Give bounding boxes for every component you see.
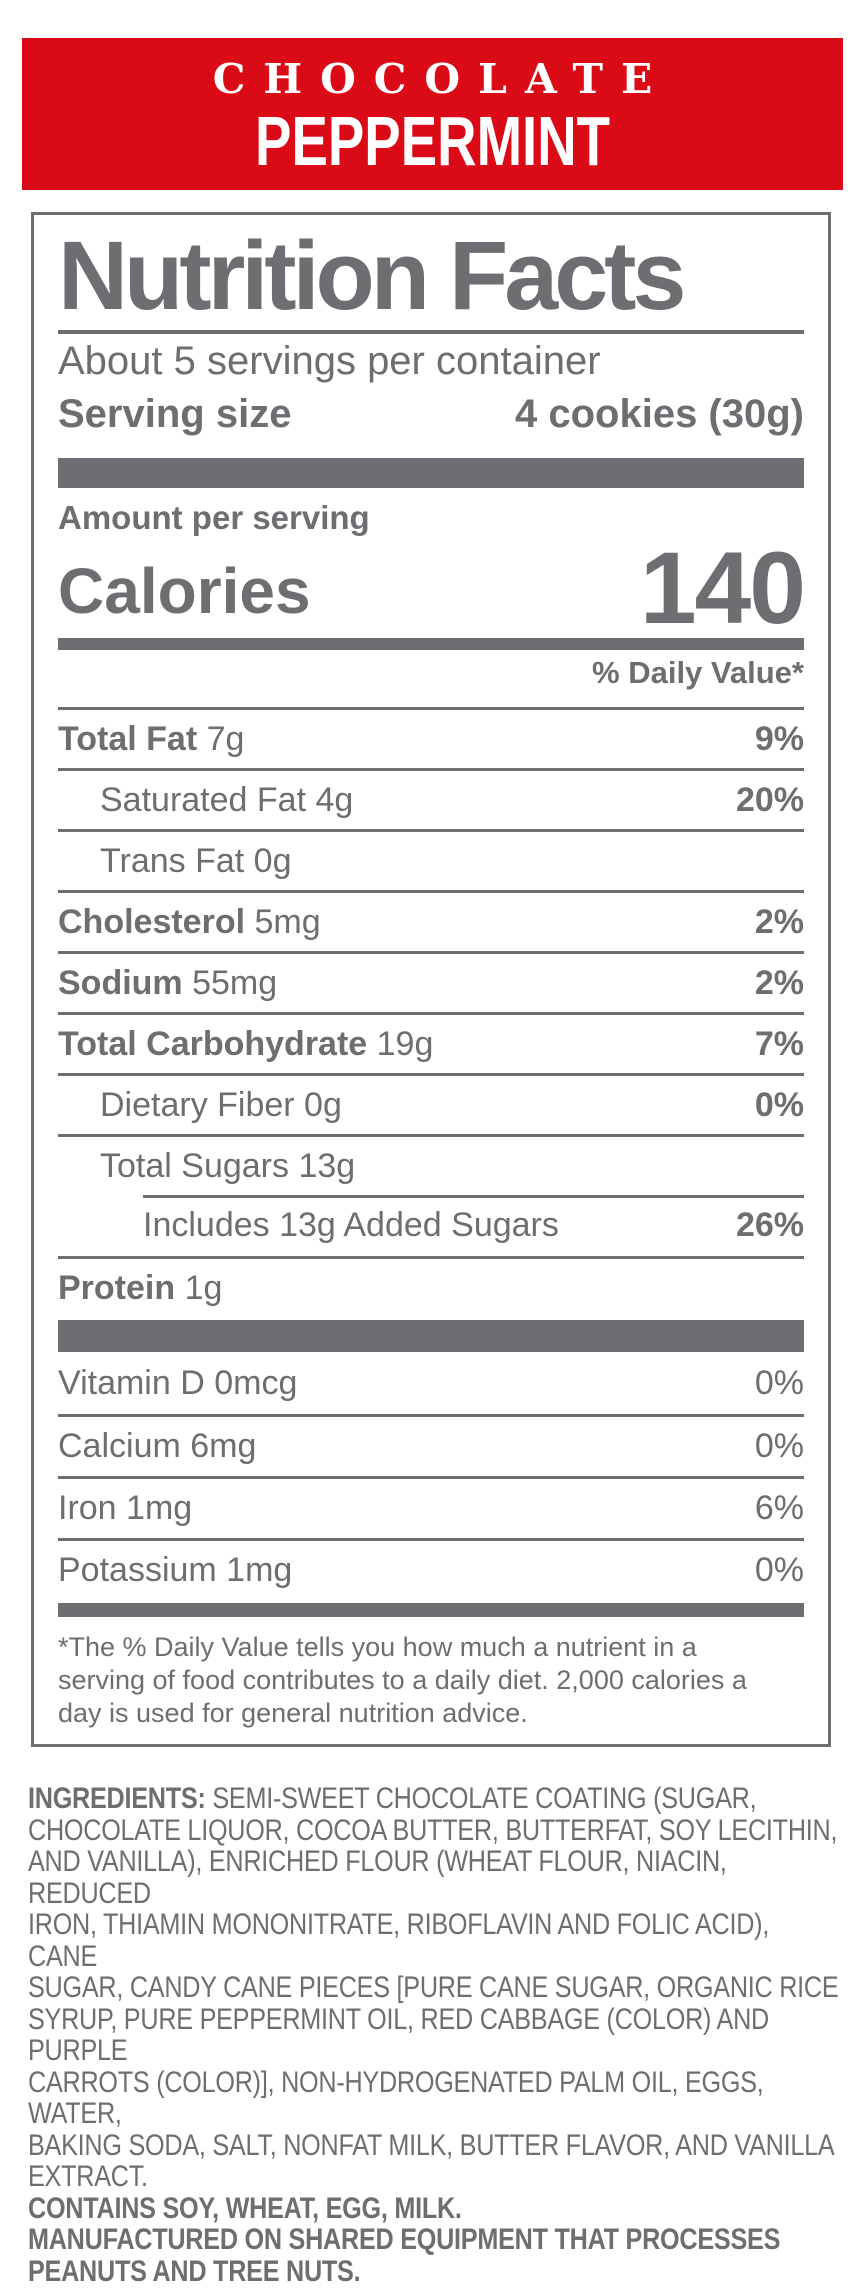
serving-size-label: Serving size bbox=[58, 392, 292, 436]
ingredients-line: CHOCOLATE LIQUOR, COCOA BUTTER, BUTTERFA… bbox=[28, 1813, 838, 1847]
ingredients-line: CARROTS (COLOR)], NON-HYDROGENATED PALM … bbox=[28, 2065, 764, 2130]
daily-value-percent: 0% bbox=[754, 1551, 804, 1589]
serving-size-value: 4 cookies (30g) bbox=[514, 392, 804, 436]
nutrient-name: Sodium 55mg bbox=[58, 963, 278, 1002]
daily-value-footnote: *The % Daily Value tells you how much a … bbox=[58, 1631, 804, 1730]
daily-value-percent: 9% bbox=[754, 719, 804, 758]
nutrient-row: Total Carbohydrate 19g 7% bbox=[58, 1012, 804, 1073]
daily-value-percent: 0% bbox=[754, 1427, 804, 1465]
daily-value-percent: 2% bbox=[754, 902, 804, 941]
calories-value: 140 bbox=[639, 531, 806, 645]
amount-per-serving-label: Amount per serving bbox=[58, 499, 370, 536]
divider-bar-thick bbox=[58, 1320, 804, 1352]
nutrient-name: Vitamin D 0mcg bbox=[58, 1363, 298, 1402]
divider-bar-thick bbox=[58, 458, 804, 488]
ingredients-line: IRON, THIAMIN MONONITRATE, RIBOFLAVIN AN… bbox=[28, 1908, 770, 1973]
divider-bar-medium bbox=[58, 1603, 804, 1617]
footnote-line: serving of food contributes to a daily d… bbox=[58, 1665, 747, 1695]
nutrient-row: Total Sugars 13g bbox=[58, 1134, 804, 1195]
nutrient-name: Saturated Fat 4g bbox=[100, 780, 354, 819]
daily-value-header: % Daily Value* bbox=[592, 655, 804, 690]
nutrient-name: Total Sugars 13g bbox=[100, 1146, 356, 1185]
ingredients-line: INGREDIENTS: SEMI-SWEET CHOCOLATE COATIN… bbox=[28, 1782, 757, 1815]
daily-value-percent: 20% bbox=[735, 780, 804, 819]
micronutrient-rows: Vitamin D 0mcg 0% Calcium 6mg 0% Iron 1mg 6% P… bbox=[58, 1352, 804, 1600]
nutrient-row: Includes 13g Added Sugars 26% bbox=[58, 1195, 804, 1256]
nutrient-name: Includes 13g Added Sugars bbox=[143, 1206, 559, 1244]
daily-value-percent: 0% bbox=[754, 1085, 804, 1124]
nutrient-name: Trans Fat 0g bbox=[100, 841, 292, 880]
nutrient-name: Total Carbohydrate 19g bbox=[58, 1024, 434, 1063]
allergen-line: CONTAINS SOY, WHEAT, EGG, MILK. bbox=[28, 2191, 462, 2225]
ingredients-line: AND VANILLA), ENRICHED FLOUR (WHEAT FLOU… bbox=[28, 1845, 727, 1910]
nutrition-label-page: { "banner": { "line1": "CHOCOLATE", "lin… bbox=[22, 38, 843, 2287]
flavor-name-line2: PEPPERMINT bbox=[255, 102, 610, 180]
ingredients-text: INGREDIENTS: SEMI-SWEET CHOCOLATE COATIN… bbox=[28, 1783, 840, 2287]
servings-per-container: About 5 servings per container bbox=[58, 339, 601, 383]
nutrient-name: Potassium 1mg bbox=[58, 1551, 293, 1589]
title-divider bbox=[58, 330, 804, 334]
daily-value-percent: 6% bbox=[754, 1489, 804, 1527]
allergen-line: MANUFACTURED ON SHARED EQUIPMENT THAT PR… bbox=[28, 2223, 781, 2256]
calories-label: Calories bbox=[58, 555, 311, 627]
ingredients-line: BAKING SODA, SALT, NONFAT MILK, BUTTER F… bbox=[28, 2128, 835, 2162]
nutrient-name: Total Fat 7g bbox=[58, 719, 245, 758]
nutrient-row: Saturated Fat 4g 20% bbox=[58, 768, 804, 829]
ingredients-line: EXTRACT. bbox=[28, 2160, 148, 2193]
nutrition-facts-panel: Nutrition Facts About 5 servings per con… bbox=[31, 212, 831, 1747]
footnote-line: day is used for general nutrition advice… bbox=[58, 1698, 528, 1728]
nutrient-row: Sodium 55mg 2% bbox=[58, 951, 804, 1012]
nutrient-row: Trans Fat 0g bbox=[58, 829, 804, 890]
daily-value-percent: 0% bbox=[754, 1363, 804, 1402]
nutrient-row: Potassium 1mg 0% bbox=[58, 1538, 804, 1600]
flavor-name-line1: CHOCOLATE bbox=[212, 55, 671, 103]
daily-value-percent: 7% bbox=[754, 1024, 804, 1063]
divider-bar-medium bbox=[58, 638, 804, 650]
nutrition-facts-title: Nutrition Facts bbox=[58, 221, 686, 330]
nutrient-name: Dietary Fiber 0g bbox=[100, 1085, 342, 1124]
nutrient-rows: Total Fat 7g 9% Saturated Fat 4g 20% Trans F… bbox=[58, 707, 804, 1317]
nutrient-row: Dietary Fiber 0g 0% bbox=[58, 1073, 804, 1134]
ingredients-section: INGREDIENTS: SEMI-SWEET CHOCOLATE COATIN… bbox=[28, 1783, 840, 2287]
nutrient-row: Cholesterol 5mg 2% bbox=[58, 890, 804, 951]
ingredients-line: SUGAR, CANDY CANE PIECES [PURE CANE SUGA… bbox=[28, 1971, 839, 2004]
flavor-banner: CHOCOLATE PEPPERMINT bbox=[22, 38, 843, 190]
daily-value-percent: 2% bbox=[754, 963, 804, 1002]
nutrient-row: Calcium 6mg 0% bbox=[58, 1414, 804, 1476]
allergen-line: PEANUTS AND TREE NUTS. bbox=[28, 2254, 361, 2288]
serving-size-row: Serving size 4 cookies (30g) bbox=[58, 388, 804, 440]
ingredients-line: SYRUP, PURE PEPPERMINT OIL, RED CABBAGE … bbox=[28, 2002, 769, 2067]
nutrient-row: Iron 1mg 6% bbox=[58, 1476, 804, 1538]
daily-value-percent: 26% bbox=[735, 1206, 804, 1244]
nutrient-name: Iron 1mg bbox=[58, 1489, 193, 1527]
ingredients-heading: INGREDIENTS: bbox=[28, 1782, 206, 1815]
nutrient-row: Vitamin D 0mcg 0% bbox=[58, 1352, 804, 1414]
nutrient-name: Protein 1g bbox=[58, 1268, 223, 1307]
nutrient-row: Protein 1g bbox=[58, 1256, 804, 1317]
nutrient-name: Calcium 6mg bbox=[58, 1427, 257, 1465]
footnote-line: *The % Daily Value tells you how much a … bbox=[58, 1632, 697, 1662]
nutrient-name: Cholesterol 5mg bbox=[58, 902, 321, 941]
nutrient-row: Total Fat 7g 9% bbox=[58, 707, 804, 768]
calories-row: Calories 140 bbox=[58, 531, 806, 645]
